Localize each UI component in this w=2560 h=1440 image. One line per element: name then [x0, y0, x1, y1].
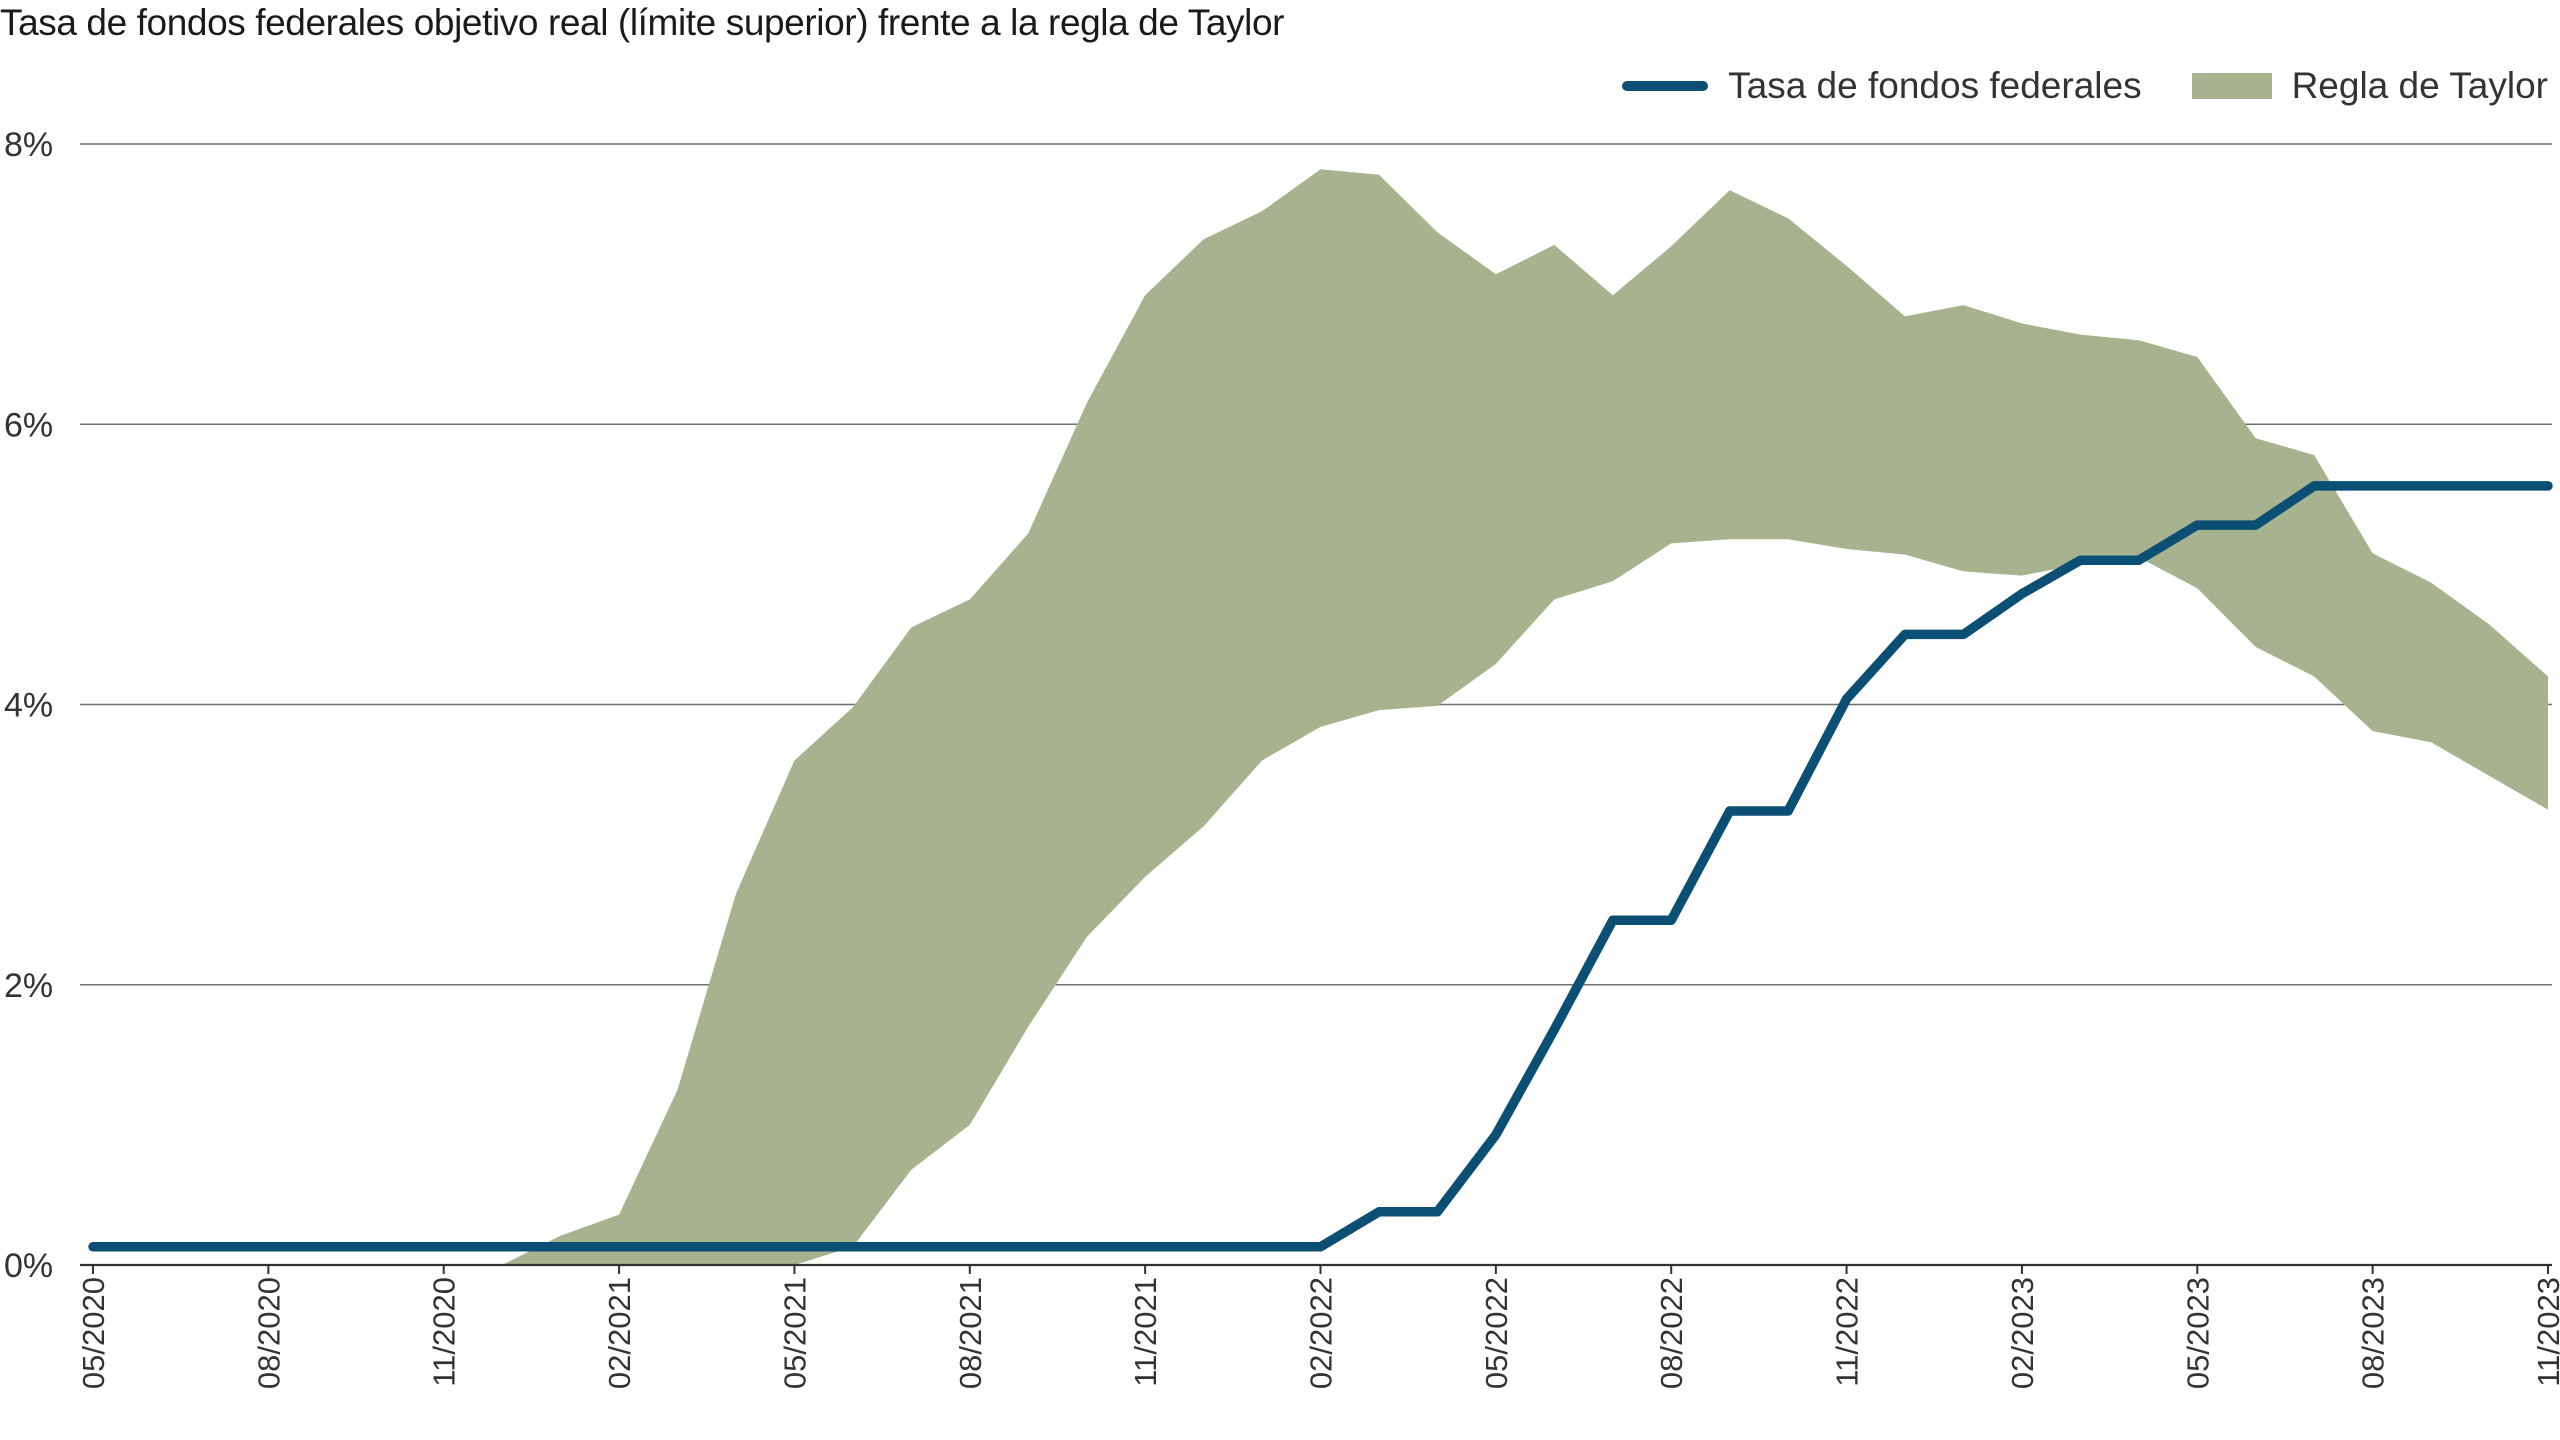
- axis-layer: 0% 2% 4% 6% 8% 05/2020 08/2020 11/2020 02/2021 05…: [4, 126, 2560, 1389]
- legend: Tasa de fondos federales Regla de Taylor: [1622, 60, 2548, 112]
- y-tick-label: 4%: [4, 687, 53, 725]
- taylor-rule-band: [502, 169, 2549, 1266]
- x-tick-label: 02/2022: [1304, 1277, 1339, 1389]
- legend-line-marker: [1622, 81, 1709, 91]
- x-tick-label: 05/2023: [2180, 1277, 2215, 1389]
- legend-item-fed-funds: Tasa de fondos federales: [1622, 65, 2142, 107]
- fed-funds-line: [88, 481, 2553, 1252]
- x-tick-label: 05/2022: [1479, 1277, 1514, 1389]
- x-tick-label: 11/2021: [1128, 1277, 1163, 1387]
- x-tick-label: 08/2020: [251, 1277, 286, 1389]
- x-tick-label: 11/2023: [2531, 1277, 2560, 1387]
- x-tick-label: 02/2021: [602, 1277, 637, 1389]
- x-tick-label: 08/2022: [1654, 1277, 1689, 1389]
- line-layer: [88, 481, 2553, 1252]
- y-tick-label: 8%: [4, 126, 53, 164]
- legend-item-taylor-rule: Regla de Taylor: [2142, 65, 2548, 107]
- legend-label-fed-funds: Tasa de fondos federales: [1728, 65, 2142, 106]
- x-tick-label: 11/2020: [427, 1277, 462, 1387]
- area-layer: [502, 169, 2549, 1266]
- x-tick-label: 08/2021: [953, 1277, 988, 1389]
- x-tick-label: 11/2022: [1830, 1277, 1865, 1387]
- legend-label-taylor-rule: Regla de Taylor: [2291, 65, 2548, 106]
- y-tick-label: 2%: [4, 967, 53, 1005]
- y-tick-label: 6%: [4, 406, 53, 444]
- chart-title: Tasa de fondos federales objetivo real (…: [0, 2, 1285, 43]
- x-tick-label: 05/2021: [777, 1277, 812, 1389]
- x-tick-label: 05/2020: [76, 1277, 111, 1389]
- y-tick-label: 0%: [4, 1247, 53, 1285]
- x-tick-label: 08/2023: [2356, 1277, 2391, 1389]
- x-tick-label: 02/2023: [2005, 1277, 2040, 1389]
- legend-area-swatch: [2191, 73, 2272, 99]
